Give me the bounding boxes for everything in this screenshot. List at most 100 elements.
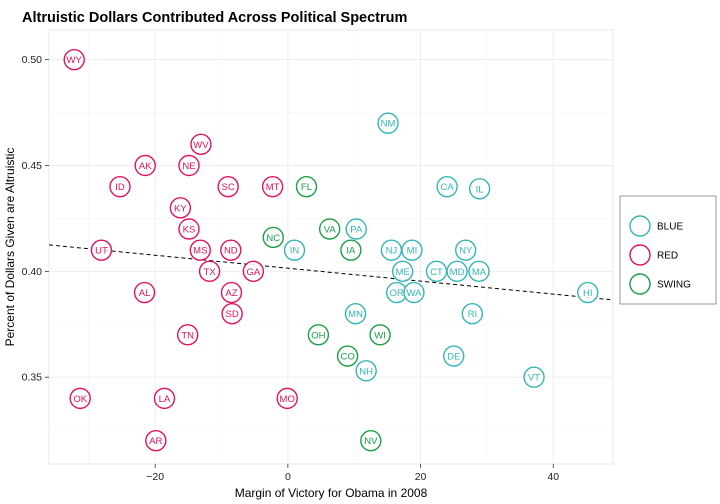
point-marker <box>190 133 212 156</box>
point-marker <box>295 175 318 198</box>
point-marker <box>443 345 465 367</box>
data-point-nd: ND <box>220 239 242 261</box>
point-marker <box>454 239 477 261</box>
point-marker <box>134 154 156 177</box>
trend-line-group <box>48 244 614 301</box>
point-marker <box>307 324 330 346</box>
point-label: GA <box>246 267 260 278</box>
legend-marker <box>629 244 651 266</box>
point-marker <box>283 239 306 261</box>
point-marker <box>178 154 200 177</box>
point-label: OK <box>73 394 87 405</box>
data-point-id: ID <box>109 175 131 198</box>
y-axis-ticks: 0.35 0.40 0.45 0.50 <box>22 54 49 384</box>
legend-label: BLUE <box>657 222 683 233</box>
data-point-tn: TN <box>176 324 199 346</box>
chart-title: Altruistic Dollars Contributed Across Po… <box>22 10 407 26</box>
point-label: TN <box>181 330 194 341</box>
data-point-ar: AR <box>145 430 167 452</box>
x-axis-ticks: −20 0 20 40 <box>146 464 559 483</box>
data-point-hi: HI <box>577 281 599 304</box>
point-label: WI <box>374 330 386 341</box>
point-marker <box>189 239 211 261</box>
point-marker <box>262 226 284 249</box>
point-label: TX <box>204 267 217 278</box>
point-label: AZ <box>225 288 237 299</box>
data-point-ok: OK <box>69 387 91 410</box>
point-marker <box>169 197 192 219</box>
point-label: IL <box>476 184 484 195</box>
point-label: AR <box>149 436 162 447</box>
point-label: NY <box>459 246 473 257</box>
data-point-ct: CT <box>425 260 448 283</box>
legend-item-red: RED <box>629 244 678 266</box>
point-marker <box>145 430 167 452</box>
point-marker <box>318 218 341 240</box>
data-point-va: VA <box>318 218 341 240</box>
point-label: OR <box>390 288 404 299</box>
x-tick-label: −20 <box>146 471 164 483</box>
point-label: CA <box>441 182 455 193</box>
point-marker <box>403 281 425 304</box>
data-point-ak: AK <box>134 154 156 177</box>
point-marker <box>109 175 131 198</box>
point-marker <box>436 175 458 198</box>
data-point-nh: NH <box>355 360 377 382</box>
point-marker <box>391 260 414 283</box>
point-marker <box>63 48 85 71</box>
point-marker <box>401 239 423 261</box>
legend-label: SWING <box>657 280 691 291</box>
point-marker <box>242 260 265 283</box>
point-label: MI <box>407 246 418 257</box>
data-point-ca: CA <box>436 175 458 198</box>
y-axis-title: Percent of Dollars Given are Altruistic <box>3 148 17 347</box>
data-point-mn: MN <box>344 302 367 325</box>
data-point-ks: KS <box>178 218 200 240</box>
point-marker <box>360 430 382 452</box>
point-marker <box>340 239 362 261</box>
point-marker <box>178 218 200 240</box>
point-marker <box>336 345 359 367</box>
data-point-nj: NJ <box>380 239 403 261</box>
point-marker <box>198 260 221 283</box>
point-marker <box>276 387 298 410</box>
data-point-in: IN <box>283 239 306 261</box>
point-marker <box>153 387 176 410</box>
legend-marker <box>629 215 651 237</box>
point-marker <box>217 175 239 198</box>
point-marker <box>133 281 156 304</box>
data-point-md: MD <box>446 260 468 283</box>
point-label: AL <box>139 288 151 299</box>
point-label: ID <box>115 182 125 193</box>
data-point-nv: NV <box>360 430 382 452</box>
legend-item-swing: SWING <box>629 273 691 295</box>
data-point-ny: NY <box>454 239 477 261</box>
point-label: ND <box>224 246 238 257</box>
point-marker <box>369 324 391 346</box>
point-label: DE <box>447 352 460 363</box>
data-point-co: CO <box>336 345 359 367</box>
point-marker <box>461 302 484 325</box>
point-label: CT <box>430 267 443 278</box>
x-axis-title: Margin of Victory for Obama in 2008 <box>235 486 428 500</box>
point-label: NV <box>364 436 378 447</box>
point-marker <box>468 260 490 283</box>
data-point-la: LA <box>153 387 176 410</box>
data-point-wa: WA <box>403 281 425 304</box>
point-label: FL <box>301 182 312 193</box>
point-label: NC <box>266 233 280 244</box>
point-label: SD <box>226 309 239 320</box>
y-tick-label: 0.40 <box>22 266 43 278</box>
point-label: KS <box>183 225 196 236</box>
data-point-me: ME <box>391 260 414 283</box>
point-label: RI <box>468 309 478 320</box>
point-marker <box>176 324 199 346</box>
point-label: MA <box>472 267 487 278</box>
trend-line <box>48 244 614 301</box>
data-point-mi: MI <box>401 239 423 261</box>
point-label: KY <box>174 203 187 214</box>
plot-area <box>48 29 614 465</box>
point-marker <box>523 366 545 388</box>
point-marker <box>468 178 491 200</box>
